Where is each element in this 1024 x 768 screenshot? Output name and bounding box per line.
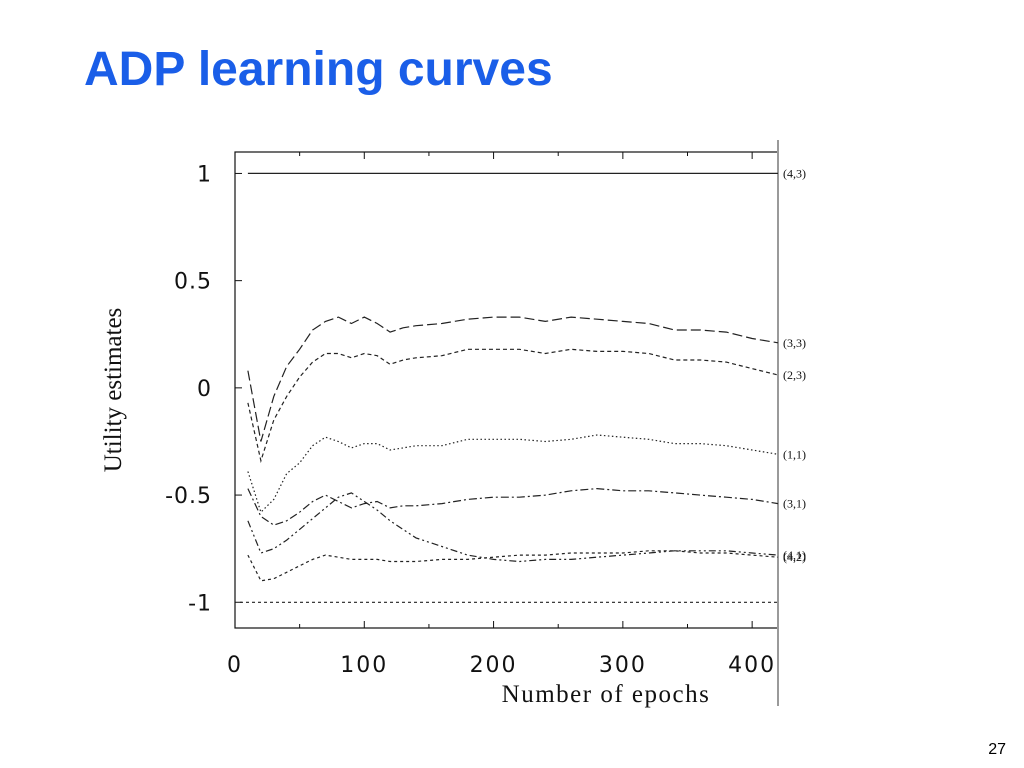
series-label: (4,1) bbox=[783, 548, 806, 562]
y-tick-label: 0 bbox=[197, 377, 212, 402]
x-tick-label: 100 bbox=[340, 653, 388, 678]
series-labels: (4,3) (3,3) (2,3) (1,1) (3,1) (4,1)(4,2) bbox=[783, 166, 806, 564]
series-label: (4,3) bbox=[783, 166, 806, 180]
series-lines bbox=[240, 172, 779, 603]
x-tick-label: 300 bbox=[599, 653, 647, 678]
y-axis-title: Utility estimates bbox=[100, 308, 127, 473]
x-axis-title: Number of epochs bbox=[502, 681, 711, 708]
series-label: (2,3) bbox=[783, 368, 806, 382]
page-number: 27 bbox=[988, 741, 1006, 758]
y-tick-label: -0.5 bbox=[165, 484, 212, 509]
series-label: (3,1) bbox=[783, 497, 806, 511]
x-ticks: 0 100 200 300 400 bbox=[227, 152, 776, 678]
y-tick-label: 1 bbox=[197, 162, 212, 187]
series-line bbox=[247, 434, 779, 514]
plot-frame bbox=[234, 151, 779, 629]
x-tick-label: 0 bbox=[227, 653, 243, 678]
series-label: (3,3) bbox=[783, 336, 806, 350]
series-label: (1,1) bbox=[783, 447, 806, 461]
series-label: (4,2) bbox=[783, 550, 806, 564]
plot-area: 0 100 200 300 400 1 0.5 0 -0.5 -1 (4,3) (3,3) (2,3… bbox=[165, 140, 806, 706]
series-line bbox=[247, 487, 779, 526]
series-line bbox=[247, 550, 779, 582]
x-tick-label: 200 bbox=[470, 653, 518, 678]
slide-title: ADP learning curves bbox=[84, 43, 553, 96]
y-tick-label: -1 bbox=[188, 591, 212, 616]
series-line bbox=[247, 492, 779, 563]
y-tick-label: 0.5 bbox=[174, 270, 212, 295]
series-line bbox=[247, 348, 779, 464]
x-tick-label: 400 bbox=[728, 653, 776, 678]
y-ticks: 1 0.5 0 -0.5 -1 bbox=[165, 162, 242, 616]
series-line bbox=[247, 316, 779, 442]
